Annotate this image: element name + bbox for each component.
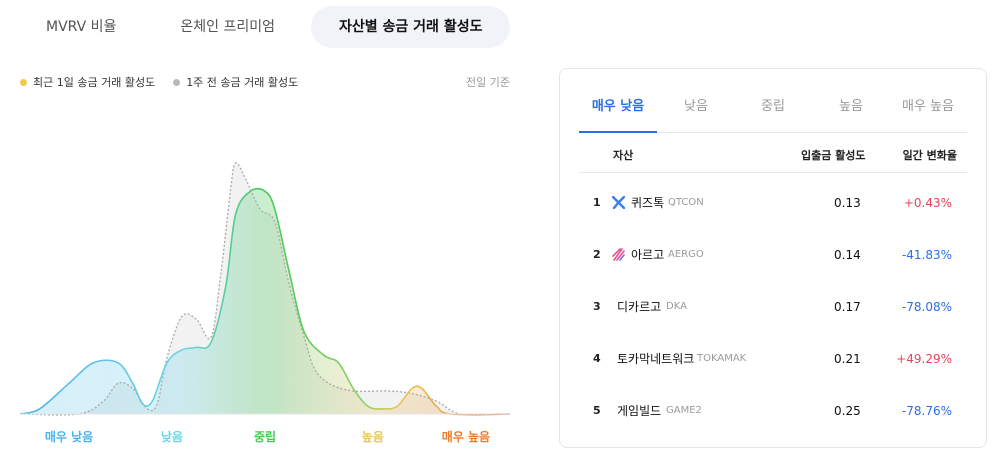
legend-item-recent: 최근 1일 송금 거래 활성도	[20, 74, 155, 90]
chart-legend: 최근 1일 송금 거래 활성도 1주 전 송금 거래 활성도	[20, 74, 298, 90]
top-tab-bar: MVRV 비율 온체인 프리미엄 자산별 송금 거래 활성도	[18, 6, 511, 48]
row-change: +0.43%	[903, 196, 952, 210]
x-axis-label: 중립	[253, 430, 277, 444]
tab-high[interactable]: 높음	[839, 99, 863, 114]
level-tab-bar: 매우 낮음 낮음 중립 높음 매우 높음	[579, 87, 967, 133]
table-header: 자산 입출금 활성도 일간 변화율	[579, 135, 967, 173]
header-activity: 입출금 활성도	[801, 149, 866, 162]
row-asset-symbol: GAME2	[666, 405, 702, 416]
basis-label: 전일 기준	[466, 76, 510, 89]
row-rank: 1	[593, 196, 601, 209]
series-recent-line	[20, 187, 511, 416]
table-row[interactable]: 5 게임빌드 GAME2 0.25 -78.76%	[579, 385, 967, 437]
tab-very-low[interactable]: 매우 낮음	[579, 87, 657, 133]
legend-item-week: 1주 전 송금 거래 활성도	[173, 74, 298, 90]
legend-dot-week	[173, 78, 181, 86]
tab-neutral[interactable]: 중립	[761, 99, 785, 114]
row-asset-name: 디카르고	[617, 300, 662, 314]
legend-label-recent: 최근 1일 송금 거래 활성도	[33, 76, 156, 89]
row-rank: 3	[593, 300, 601, 313]
x-axis-label: 높음	[361, 430, 384, 444]
tab-mvrv[interactable]: MVRV 비율	[46, 19, 117, 35]
row-activity-value: 0.25	[834, 404, 861, 418]
qtcon-logo-icon	[612, 196, 625, 209]
x-axis-label: 매우 낮음	[44, 430, 94, 444]
row-change: +49.29%	[896, 352, 952, 366]
activity-distribution-chart	[20, 162, 511, 416]
row-rank: 4	[593, 352, 601, 365]
x-axis-labels: 매우 낮음 낮음 중립 높음 매우 높음	[20, 428, 520, 448]
row-asset-name: 아르고	[631, 248, 665, 262]
legend-label-week: 1주 전 송금 거래 활성도	[186, 76, 299, 89]
series-recent-area	[20, 188, 510, 415]
row-change: -78.76%	[901, 404, 952, 418]
row-asset-symbol: QTCON	[668, 197, 704, 208]
row-activity-value: 0.21	[834, 352, 861, 366]
tab-transfer-activity[interactable]: 자산별 송금 거래 활성도	[311, 6, 511, 48]
row-activity-value: 0.13	[834, 196, 861, 210]
ranking-panel: 매우 낮음 낮음 중립 높음 매우 높음 자산 입출금 활성도 일간 변화율 1…	[559, 68, 987, 448]
row-change: -78.08%	[901, 300, 952, 314]
header-change: 일간 변화율	[902, 149, 957, 162]
row-change: -41.83%	[901, 248, 952, 262]
header-asset: 자산	[613, 149, 634, 162]
tab-low[interactable]: 낮음	[684, 99, 708, 114]
table-row[interactable]: 1 퀴즈톡 QTCON 0.13 +0.43%	[579, 177, 967, 229]
aergo-logo-icon	[612, 248, 625, 261]
row-asset-symbol: DKA	[666, 301, 687, 312]
tab-onchain-premium[interactable]: 온체인 프리미엄	[180, 19, 276, 35]
tab-very-high[interactable]: 매우 높음	[902, 99, 954, 114]
row-rank: 5	[593, 404, 601, 417]
table-row[interactable]: 3 디카르고 DKA 0.17 -78.08%	[579, 281, 967, 333]
table-row[interactable]: 2 아르고 AERGO 0.14 -41.83%	[579, 229, 967, 281]
table-row[interactable]: 4 토카막네트워크 TOKAMAK 0.21 +49.29%	[579, 333, 967, 385]
row-activity-value: 0.17	[834, 300, 861, 314]
legend-dot-recent	[20, 78, 27, 86]
row-activity-value: 0.14	[834, 248, 861, 262]
row-asset-symbol: AERGO	[668, 249, 704, 260]
row-asset-name: 퀴즈톡	[631, 196, 665, 210]
row-asset-symbol: TOKAMAK	[697, 353, 747, 364]
x-axis-label: 매우 높음	[441, 430, 491, 444]
row-asset-name: 게임빌드	[617, 404, 662, 418]
row-rank: 2	[593, 248, 601, 261]
x-axis-label: 낮음	[160, 430, 183, 444]
row-asset-name: 토카막네트워크	[617, 352, 695, 366]
